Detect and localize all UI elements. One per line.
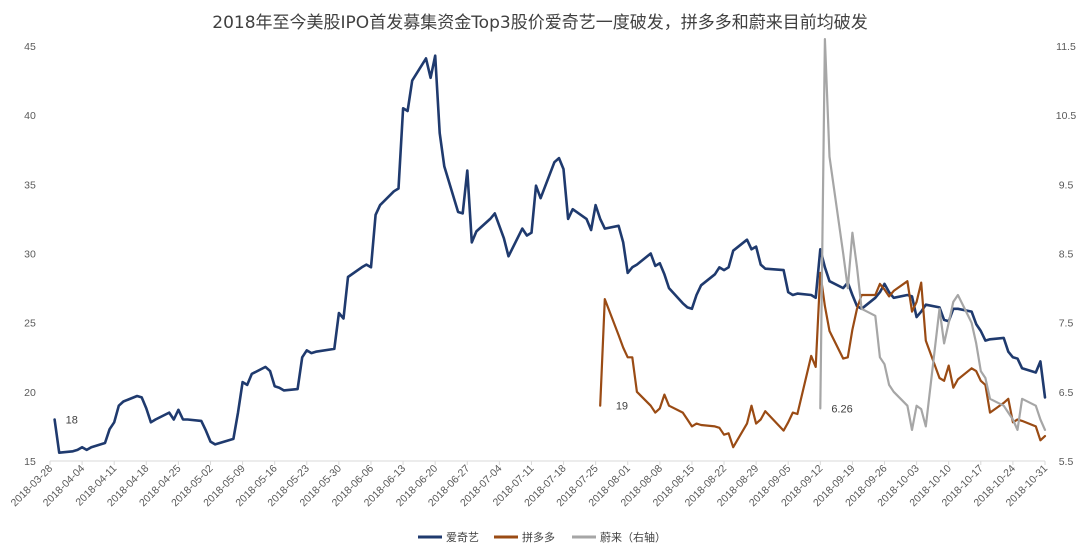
y-right-tick-label: 8.5 (1059, 249, 1074, 261)
y-right-tick-label: 10.5 (1056, 110, 1077, 122)
annotation-label: 18 (66, 415, 78, 427)
axes-group: 152025303540455.56.57.58.59.510.511.5201… (9, 41, 1077, 509)
legend: 爱奇艺 拼多多 蔚来（右轴） (418, 530, 666, 544)
series-line-2 (599, 271, 1047, 449)
series-line-3 (819, 37, 1047, 431)
y-left-tick-label: 20 (24, 387, 36, 399)
y-left-tick-label: 45 (24, 41, 36, 53)
legend-label: 爱奇艺 (446, 531, 479, 544)
series-group (53, 37, 1047, 455)
series-line-1 (53, 54, 1047, 455)
legend-label: 蔚来（右轴） (600, 530, 666, 544)
y-right-tick-label: 9.5 (1059, 179, 1074, 191)
y-left-tick-label: 30 (24, 249, 36, 261)
chart-title: 2018年至今美股IPO首发募集资金Top3股价爱奇艺一度破发，拼多多和蔚来目前… (212, 13, 868, 33)
y-right-tick-label: 5.5 (1059, 456, 1074, 468)
annotation-label: 6.26 (831, 403, 852, 415)
y-right-tick-label: 11.5 (1056, 41, 1076, 53)
annotation-label: 19 (616, 401, 628, 413)
legend-label: 拼多多 (522, 530, 555, 544)
annotations-group: 18 19 6.26 (66, 401, 853, 427)
y-left-tick-label: 35 (24, 179, 36, 191)
y-left-tick-label: 25 (24, 318, 36, 330)
y-left-tick-label: 40 (24, 110, 36, 122)
y-left-tick-label: 15 (24, 456, 36, 468)
y-right-tick-label: 7.5 (1059, 318, 1074, 330)
y-right-tick-label: 6.5 (1059, 387, 1074, 399)
